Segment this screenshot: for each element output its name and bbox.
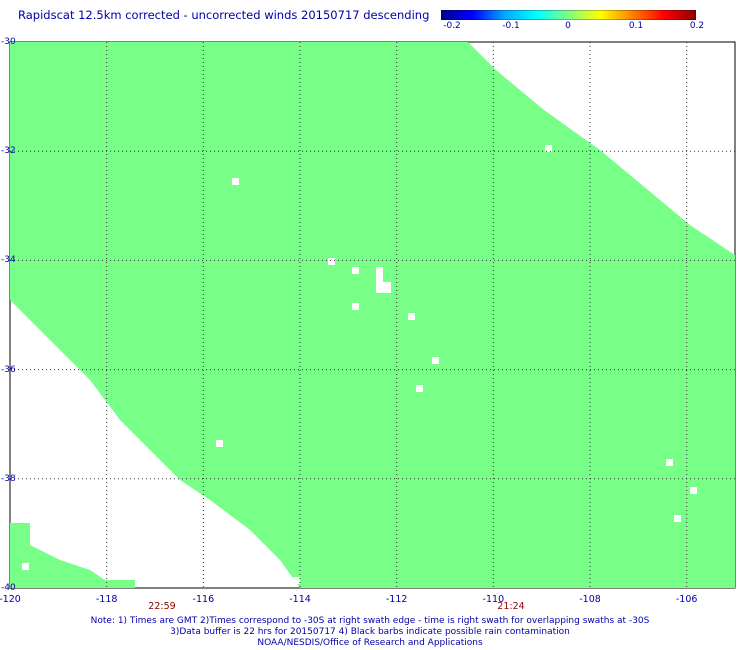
data-gap xyxy=(666,459,673,466)
latitude-label: -40 xyxy=(1,583,16,593)
data-gap xyxy=(416,385,423,392)
data-gap xyxy=(328,258,335,265)
data-gap xyxy=(376,282,391,293)
colorbar-tick: -0.1 xyxy=(502,21,520,31)
data-gap xyxy=(376,267,383,287)
colorbar xyxy=(441,10,696,20)
latitude-label: -32 xyxy=(1,146,16,157)
latitude-label: -34 xyxy=(1,255,16,266)
colorbar-tick: 0.2 xyxy=(689,21,705,31)
footnote-line-2: 3)Data buffer is 22 hrs for 20150717 4) … xyxy=(170,627,570,637)
graticule xyxy=(10,42,735,588)
swath-corner-coverage xyxy=(10,523,135,588)
swath-time-label: 21:24 xyxy=(497,601,525,612)
map-title: Rapidscat 12.5km corrected - uncorrected… xyxy=(18,8,430,22)
data-gap xyxy=(690,487,697,494)
data-gap xyxy=(408,313,415,320)
data-gap xyxy=(216,440,223,447)
footnote-line-1: Note: 1) Times are GMT 2)Times correspon… xyxy=(90,616,650,626)
swath-main-coverage xyxy=(10,42,735,588)
longitude-label: -108 xyxy=(579,594,601,605)
longitude-label: -110 xyxy=(482,594,505,605)
longitude-label: -120 xyxy=(0,594,21,605)
data-gap xyxy=(293,577,300,584)
longitude-label: -106 xyxy=(675,594,698,605)
colorbar-tick: 0.1 xyxy=(628,21,644,31)
longitude-label: -112 xyxy=(385,594,408,605)
colorbar-tick: 0 xyxy=(565,21,571,31)
data-gap xyxy=(22,563,29,570)
longitude-label: -116 xyxy=(192,594,215,605)
latitude-label: -30 xyxy=(1,37,16,47)
data-gap xyxy=(232,178,239,185)
latitude-label: -36 xyxy=(1,364,16,375)
data-gap xyxy=(545,145,552,152)
footnote-line-3: NOAA/NESDIS/Office of Research and Appli… xyxy=(257,638,483,648)
data-gaps xyxy=(22,145,697,584)
swath-time-label: 22:59 xyxy=(148,601,176,612)
longitude-label: -118 xyxy=(95,594,118,605)
data-gap xyxy=(90,563,97,570)
data-gap xyxy=(352,267,359,274)
longitude-label: -114 xyxy=(289,594,311,605)
data-gap xyxy=(432,357,439,364)
data-gap xyxy=(674,515,681,522)
data-gap xyxy=(352,303,359,310)
colorbar-tick: -0.2 xyxy=(443,21,461,31)
latitude-label: -38 xyxy=(1,473,16,484)
